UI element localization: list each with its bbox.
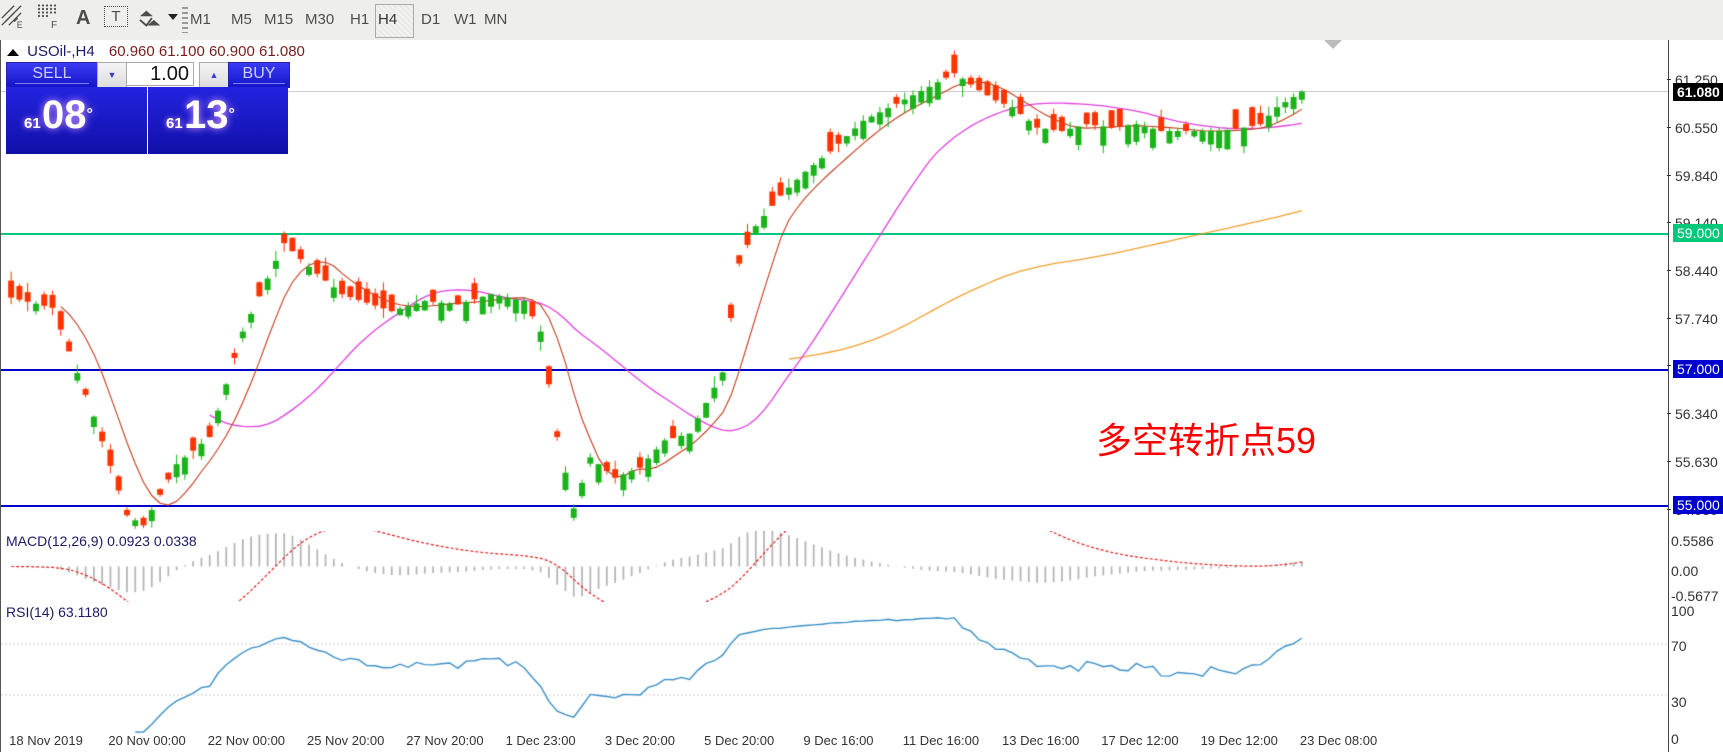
svg-text:E: E — [17, 20, 23, 30]
svg-text:F: F — [51, 20, 57, 31]
